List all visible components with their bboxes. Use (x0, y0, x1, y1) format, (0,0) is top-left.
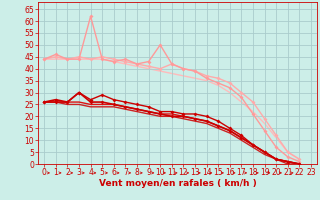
X-axis label: Vent moyen/en rafales ( km/h ): Vent moyen/en rafales ( km/h ) (99, 179, 256, 188)
